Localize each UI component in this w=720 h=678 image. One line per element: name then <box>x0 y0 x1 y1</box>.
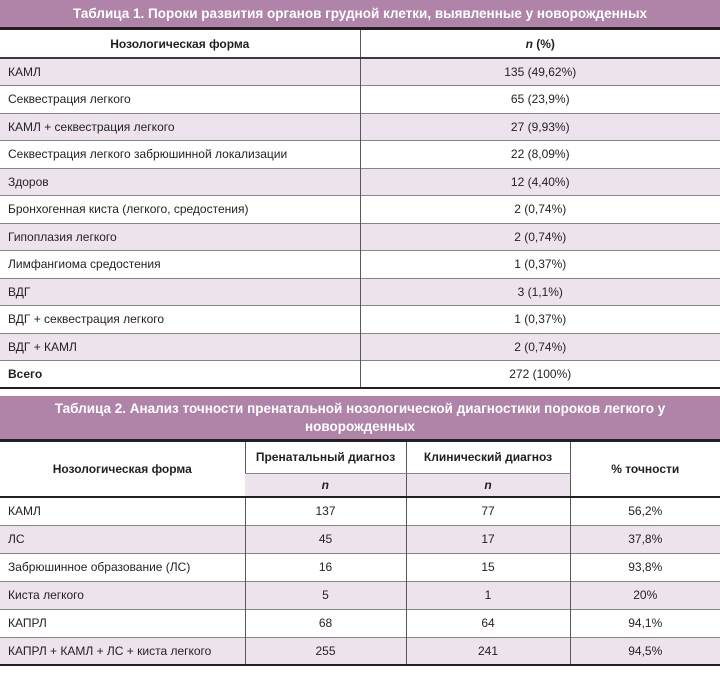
clinical-n-subheader: n <box>405 473 570 498</box>
nosology-label: КАМЛ <box>8 65 41 79</box>
table1-block: Таблица 1. Пороки развития органов грудн… <box>0 0 720 389</box>
table-row: Лимфангиома средостения 1 (0,37%) <box>0 250 720 278</box>
total-value: 272 (100%) <box>359 360 720 388</box>
table1-col2-header: n (%) <box>359 30 720 58</box>
table-row: Киста легкого 5 1 20% <box>0 581 720 609</box>
clinical-n: 77 <box>405 497 570 525</box>
accuracy-percent: 56,2% <box>569 497 720 525</box>
table1-header-row: Нозологическая форма n (%) <box>0 30 720 58</box>
nosology-label: Киста легкого <box>8 588 84 602</box>
clinical-n: 64 <box>405 609 570 637</box>
n-percent-value: 3 (1,1%) <box>359 278 720 306</box>
table-row: Секвестрация легкого 65 (23,9%) <box>0 85 720 113</box>
table-row: Бронхогенная киста (легкого, средостения… <box>0 195 720 223</box>
prenatal-n: 137 <box>244 497 406 525</box>
prenatal-n: 255 <box>244 637 406 665</box>
table-total-row: Всего 272 (100%) <box>0 360 720 388</box>
n-percent-value: 22 (8,09%) <box>359 140 720 168</box>
n-symbol: n <box>321 477 329 492</box>
accuracy-percent: 93,8% <box>569 553 720 581</box>
nosology-label: КАПРЛ <box>8 616 47 630</box>
nosology-label: Забрюшинное образование (ЛС) <box>8 560 191 574</box>
clinical-n: 17 <box>405 525 570 553</box>
nosology-label: Секвестрация легкого <box>8 92 131 107</box>
nosology-label: ВДГ + КАМЛ <box>8 339 77 354</box>
prenatal-n: 16 <box>244 553 406 581</box>
nosology-label: ВДГ <box>8 284 31 299</box>
n-percent-value: 2 (0,74%) <box>359 223 720 251</box>
n-symbol: n <box>484 477 492 492</box>
total-label: Всего <box>8 367 43 381</box>
clinical-n: 1 <box>405 581 570 609</box>
n-percent-value: 65 (23,9%) <box>359 85 720 113</box>
nosology-label: ВДГ + секвестрация легкого <box>8 312 165 327</box>
table2-header-row2: n n <box>0 473 720 498</box>
table2: Нозологическая форма Пренатальный диагно… <box>0 442 720 666</box>
nosology-label: КАМЛ <box>8 504 41 519</box>
table-row: ВДГ 3 (1,1%) <box>0 278 720 306</box>
n-percent-value: 2 (0,74%) <box>359 195 720 223</box>
prenatal-n-subheader: n <box>245 473 406 498</box>
table-row: КАМЛ 135 (49,62%) <box>0 58 720 86</box>
table2-title: Таблица 2. Анализ точности пренатальной … <box>54 401 666 434</box>
n-percent-value: 1 (0,37%) <box>359 305 720 333</box>
table-row: КАПРЛ + КАМЛ + ЛС + киста легкого 255 24… <box>0 637 720 665</box>
table1-col2-header-suffix: (%) <box>532 36 555 51</box>
n-percent-value: 2 (0,74%) <box>359 333 720 361</box>
accuracy-percent: 94,5% <box>569 637 720 665</box>
clinical-n: 15 <box>405 553 570 581</box>
table-row: Забрюшинное образование (ЛС) 16 15 93,8% <box>0 553 720 581</box>
nosology-label: Лимфангиома средостения <box>8 257 161 272</box>
table-row: ВДГ + секвестрация легкого 1 (0,37%) <box>0 305 720 333</box>
table-row: КАМЛ + секвестрация легкого 27 (9,93%) <box>0 113 720 141</box>
nosology-label: Бронхогенная киста (легкого, средостения… <box>8 202 249 217</box>
nosology-label: Здоров <box>8 174 49 189</box>
prenatal-n: 5 <box>244 581 406 609</box>
table1-title-band: Таблица 1. Пороки развития органов грудн… <box>0 0 720 30</box>
table1-col2-header-n: n <box>525 36 533 51</box>
table1-col1-header: Нозологическая форма <box>110 36 250 51</box>
nosology-label: ЛС <box>8 532 25 546</box>
nosology-label: Секвестрация легкого забрюшинной локализ… <box>8 147 288 162</box>
table-row: ЛС 45 17 37,8% <box>0 525 720 553</box>
table2-accuracy-header: % точности <box>569 442 720 498</box>
table-row: ВДГ + КАМЛ 2 (0,74%) <box>0 333 720 361</box>
prenatal-n: 68 <box>244 609 406 637</box>
table2-col1-header: Нозологическая форма <box>0 442 245 498</box>
table-row: Секвестрация легкого забрюшинной локализ… <box>0 140 720 168</box>
accuracy-percent: 20% <box>569 581 720 609</box>
table2-title-band: Таблица 2. Анализ точности пренатальной … <box>0 396 720 442</box>
nosology-label: КАПРЛ + КАМЛ + ЛС + киста легкого <box>8 643 212 658</box>
clinical-n: 241 <box>405 637 570 665</box>
n-percent-value: 1 (0,37%) <box>359 250 720 278</box>
table2-block: Таблица 2. Анализ точности пренатальной … <box>0 396 720 666</box>
table-row: Гипоплазия легкого 2 (0,74%) <box>0 223 720 251</box>
table2-prenatal-header: Пренатальный диагноз <box>244 442 406 474</box>
table2-clinical-header: Клинический диагноз <box>405 442 570 474</box>
prenatal-n: 45 <box>244 525 406 553</box>
table-row: Здоров 12 (4,40%) <box>0 168 720 196</box>
table-row: КАПРЛ 68 64 94,1% <box>0 609 720 637</box>
n-percent-value: 12 (4,40%) <box>359 168 720 196</box>
table-row: КАМЛ 137 77 56,2% <box>0 497 720 525</box>
accuracy-percent: 94,1% <box>569 609 720 637</box>
nosology-label: КАМЛ + секвестрация легкого <box>8 119 175 134</box>
n-percent-value: 27 (9,93%) <box>359 113 720 141</box>
table2-header-row1: Нозологическая форма Пренатальный диагно… <box>0 442 720 498</box>
table1-title: Таблица 1. Пороки развития органов грудн… <box>73 6 647 21</box>
accuracy-percent: 37,8% <box>569 525 720 553</box>
n-percent-value: 135 (49,62%) <box>359 58 720 86</box>
nosology-label: Гипоплазия легкого <box>8 229 117 244</box>
table1: Нозологическая форма n (%) КАМЛ 135 (49,… <box>0 30 720 389</box>
